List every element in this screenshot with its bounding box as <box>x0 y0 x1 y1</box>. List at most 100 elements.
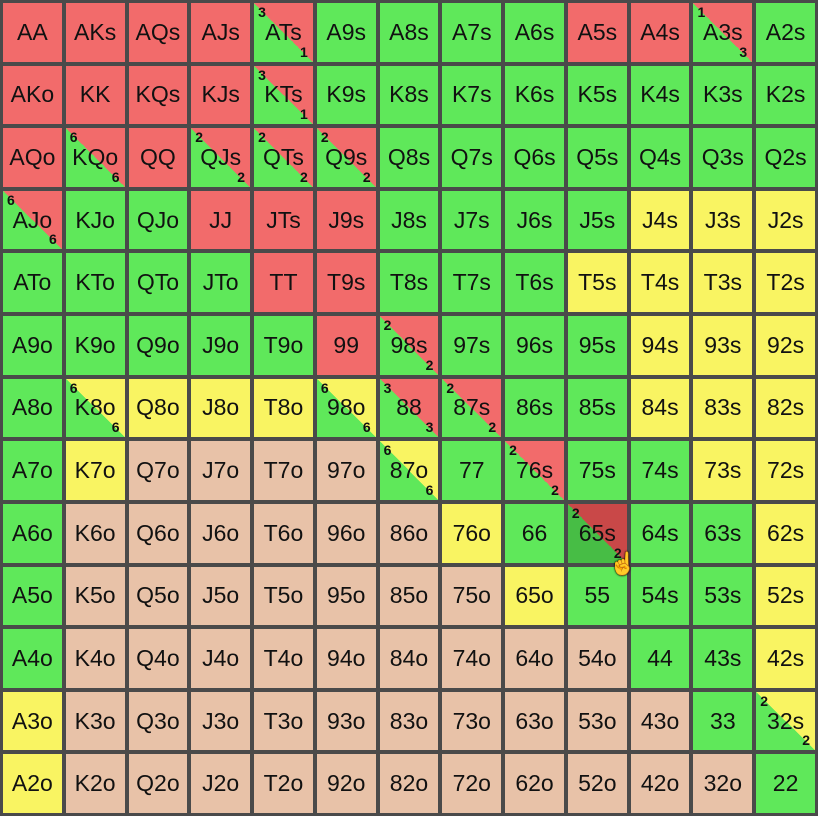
hand-cell-A7o[interactable]: A7o <box>3 441 62 500</box>
hand-cell-T4s[interactable]: T4s <box>630 253 690 313</box>
hand-cell-J4s[interactable]: J4s <box>630 190 690 250</box>
hand-cell-J5s[interactable]: J5s <box>567 190 627 250</box>
hand-cell-22[interactable]: 22 <box>756 754 815 813</box>
hand-cell-A2s[interactable]: A2s <box>756 3 815 62</box>
hand-cell-62s[interactable]: 62s <box>756 503 815 563</box>
hand-cell-AA[interactable]: AA <box>3 3 62 62</box>
hand-cell-42s[interactable]: 42s <box>756 629 815 688</box>
hand-cell-KQs[interactable]: KQs <box>128 65 188 125</box>
hand-cell-32s[interactable]: 32s 2 2 <box>756 691 815 751</box>
hand-cell-J3o[interactable]: J3o <box>191 691 251 751</box>
hand-cell-T7o[interactable]: T7o <box>254 441 313 500</box>
hand-cell-42o[interactable]: 42o <box>630 754 690 813</box>
hand-cell-A3o[interactable]: A3o <box>3 691 62 751</box>
hand-cell-85o[interactable]: 85o <box>379 566 439 626</box>
hand-cell-AQs[interactable]: AQs <box>128 3 188 62</box>
hand-cell-88[interactable]: 88 3 3 <box>379 378 439 438</box>
hand-cell-QTs[interactable]: QTs 2 2 <box>254 128 313 187</box>
hand-cell-KTs[interactable]: KTs 3 1 <box>254 65 313 125</box>
hand-cell-92s[interactable]: 92s <box>756 316 815 375</box>
hand-cell-T7s[interactable]: T7s <box>442 253 502 313</box>
hand-cell-J7o[interactable]: J7o <box>191 441 251 500</box>
hand-cell-AJo[interactable]: AJo 6 6 <box>3 190 62 250</box>
hand-cell-AQo[interactable]: AQo <box>3 128 62 187</box>
hand-cell-Q7s[interactable]: Q7s <box>442 128 502 187</box>
hand-cell-76o[interactable]: 76o <box>442 503 502 563</box>
hand-cell-99[interactable]: 99 <box>316 316 376 375</box>
hand-cell-64o[interactable]: 64o <box>505 629 564 688</box>
hand-cell-T2o[interactable]: T2o <box>254 754 313 813</box>
hand-cell-A2o[interactable]: A2o <box>3 754 62 813</box>
hand-cell-A8s[interactable]: A8s <box>379 3 439 62</box>
hand-cell-J2o[interactable]: J2o <box>191 754 251 813</box>
hand-cell-83o[interactable]: 83o <box>379 691 439 751</box>
hand-cell-J2s[interactable]: J2s <box>756 190 815 250</box>
hand-cell-62o[interactable]: 62o <box>505 754 564 813</box>
hand-cell-KJs[interactable]: KJs <box>191 65 251 125</box>
hand-cell-52s[interactable]: 52s <box>756 566 815 626</box>
hand-cell-J7s[interactable]: J7s <box>442 190 502 250</box>
hand-cell-94o[interactable]: 94o <box>316 629 376 688</box>
hand-cell-A4s[interactable]: A4s <box>630 3 690 62</box>
hand-cell-85s[interactable]: 85s <box>567 378 627 438</box>
hand-cell-KTo[interactable]: KTo <box>65 253 125 313</box>
hand-cell-Q8o[interactable]: Q8o <box>128 378 188 438</box>
hand-cell-K6s[interactable]: K6s <box>505 65 564 125</box>
hand-cell-A8o[interactable]: A8o <box>3 378 62 438</box>
hand-cell-52o[interactable]: 52o <box>567 754 627 813</box>
hand-cell-Q5o[interactable]: Q5o <box>128 566 188 626</box>
hand-cell-Q4o[interactable]: Q4o <box>128 629 188 688</box>
hand-cell-ATo[interactable]: ATo <box>3 253 62 313</box>
hand-cell-74s[interactable]: 74s <box>630 441 690 500</box>
hand-cell-TT[interactable]: TT <box>254 253 313 313</box>
hand-cell-T8s[interactable]: T8s <box>379 253 439 313</box>
hand-cell-J3s[interactable]: J3s <box>693 190 753 250</box>
hand-cell-T9s[interactable]: T9s <box>316 253 376 313</box>
hand-cell-A9s[interactable]: A9s <box>316 3 376 62</box>
hand-cell-K4o[interactable]: K4o <box>65 629 125 688</box>
hand-cell-Q6s[interactable]: Q6s <box>505 128 564 187</box>
hand-cell-82o[interactable]: 82o <box>379 754 439 813</box>
hand-cell-AKs[interactable]: AKs <box>65 3 125 62</box>
hand-cell-97o[interactable]: 97o <box>316 441 376 500</box>
hand-cell-72o[interactable]: 72o <box>442 754 502 813</box>
hand-cell-93o[interactable]: 93o <box>316 691 376 751</box>
hand-cell-J9o[interactable]: J9o <box>191 316 251 375</box>
hand-cell-A4o[interactable]: A4o <box>3 629 62 688</box>
hand-cell-K5s[interactable]: K5s <box>567 65 627 125</box>
hand-cell-AJs[interactable]: AJs <box>191 3 251 62</box>
hand-cell-95s[interactable]: 95s <box>567 316 627 375</box>
hand-cell-K2s[interactable]: K2s <box>756 65 815 125</box>
hand-cell-QQ[interactable]: QQ <box>128 128 188 187</box>
hand-cell-T5s[interactable]: T5s <box>567 253 627 313</box>
hand-cell-Q7o[interactable]: Q7o <box>128 441 188 500</box>
hand-cell-T3s[interactable]: T3s <box>693 253 753 313</box>
hand-cell-QJs[interactable]: QJs 2 2 <box>191 128 251 187</box>
hand-cell-Q6o[interactable]: Q6o <box>128 503 188 563</box>
hand-cell-86o[interactable]: 86o <box>379 503 439 563</box>
hand-cell-T9o[interactable]: T9o <box>254 316 313 375</box>
hand-cell-A7s[interactable]: A7s <box>442 3 502 62</box>
hand-cell-94s[interactable]: 94s <box>630 316 690 375</box>
hand-cell-K7o[interactable]: K7o <box>65 441 125 500</box>
hand-cell-43s[interactable]: 43s <box>693 629 753 688</box>
hand-cell-T6s[interactable]: T6s <box>505 253 564 313</box>
hand-cell-A3s[interactable]: A3s 1 3 <box>693 3 753 62</box>
hand-cell-43o[interactable]: 43o <box>630 691 690 751</box>
hand-cell-JTs[interactable]: JTs <box>254 190 313 250</box>
hand-cell-95o[interactable]: 95o <box>316 566 376 626</box>
hand-cell-K4s[interactable]: K4s <box>630 65 690 125</box>
hand-cell-Q8s[interactable]: Q8s <box>379 128 439 187</box>
hand-cell-77[interactable]: 77 <box>442 441 502 500</box>
hand-cell-98s[interactable]: 98s 2 2 <box>379 316 439 375</box>
hand-cell-54s[interactable]: 54s <box>630 566 690 626</box>
hand-cell-T4o[interactable]: T4o <box>254 629 313 688</box>
hand-cell-92o[interactable]: 92o <box>316 754 376 813</box>
hand-cell-K5o[interactable]: K5o <box>65 566 125 626</box>
hand-cell-J6s[interactable]: J6s <box>505 190 564 250</box>
hand-cell-93s[interactable]: 93s <box>693 316 753 375</box>
hand-cell-JTo[interactable]: JTo <box>191 253 251 313</box>
hand-cell-65o[interactable]: 65o <box>505 566 564 626</box>
hand-cell-K3s[interactable]: K3s <box>693 65 753 125</box>
hand-cell-K8o[interactable]: K8o 6 6 <box>65 378 125 438</box>
